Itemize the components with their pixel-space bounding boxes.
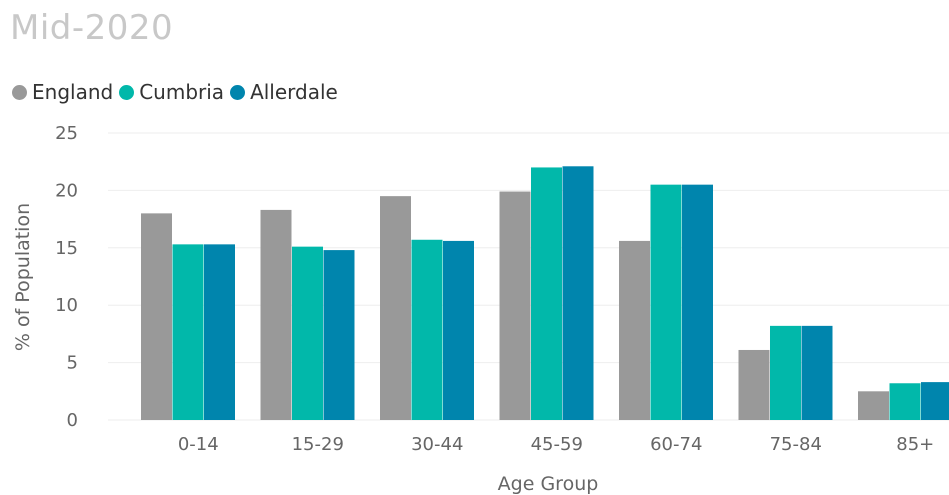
x-tick-label: 75-84 (770, 434, 822, 455)
bar-allerdale-15-29[interactable] (323, 250, 355, 420)
bar-allerdale-85+[interactable] (921, 382, 949, 420)
y-tick-label: 25 (55, 123, 78, 144)
y-axis-ticks: 0 5 10 15 20 25 (55, 123, 78, 431)
x-axis-ticks: 0-14 15-29 30-44 45-59 60-74 75-84 85+ (178, 434, 934, 455)
bar-allerdale-30-44[interactable] (443, 240, 474, 420)
legend-label-allerdale: Allerdale (250, 80, 338, 104)
x-tick-label: 45-59 (531, 434, 583, 455)
legend-item-allerdale[interactable]: Allerdale (230, 80, 338, 104)
legend-marker-allerdale (230, 84, 246, 100)
x-tick-label: 0-14 (178, 434, 219, 455)
bar-cumbria-60-74[interactable] (650, 184, 682, 420)
legend-item-england[interactable]: England (12, 80, 113, 104)
bar-england-75-84[interactable] (738, 349, 770, 420)
bar-cumbria-85+[interactable] (889, 383, 921, 420)
y-tick-label: 0 (67, 410, 78, 431)
bar-allerdale-75-84[interactable] (801, 325, 833, 420)
legend-marker-england (12, 84, 27, 100)
y-tick-label: 20 (55, 180, 78, 201)
y-tick-label: 5 (67, 353, 78, 374)
bar-cumbria-30-44[interactable] (411, 239, 443, 420)
x-tick-label: 85+ (896, 434, 934, 455)
bar-allerdale-60-74[interactable] (682, 184, 713, 420)
x-axis-title: Age Group (498, 473, 599, 495)
y-tick-label: 10 (55, 295, 78, 316)
bar-england-0-14[interactable] (141, 213, 172, 420)
y-tick-label: 15 (55, 238, 78, 259)
bar-allerdale-0-14[interactable] (204, 244, 235, 420)
legend: England Cumbria Allerdale (12, 80, 344, 104)
x-tick-label: 15-29 (292, 434, 344, 455)
legend-label-england: England (32, 80, 114, 104)
bar-england-60-74[interactable] (619, 240, 650, 420)
bar-cumbria-15-29[interactable] (292, 246, 323, 420)
legend-label-cumbria: Cumbria (139, 80, 225, 104)
bars (141, 166, 949, 420)
legend-item-cumbria[interactable]: Cumbria (119, 80, 224, 104)
bar-allerdale-45-59[interactable] (562, 166, 594, 420)
bar-england-45-59[interactable] (499, 191, 531, 420)
bar-cumbria-45-59[interactable] (531, 167, 562, 420)
bar-england-15-29[interactable] (260, 209, 292, 420)
y-axis-title: % of Population (12, 203, 34, 351)
chart-title: Mid-2020 (10, 8, 174, 48)
legend-marker-cumbria (119, 84, 135, 100)
x-tick-label: 30-44 (411, 434, 463, 455)
bar-england-85+[interactable] (858, 391, 889, 420)
bar-england-30-44[interactable] (380, 196, 411, 420)
x-tick-label: 60-74 (650, 434, 702, 455)
bar-cumbria-0-14[interactable] (172, 244, 204, 420)
bar-cumbria-75-84[interactable] (770, 325, 801, 420)
